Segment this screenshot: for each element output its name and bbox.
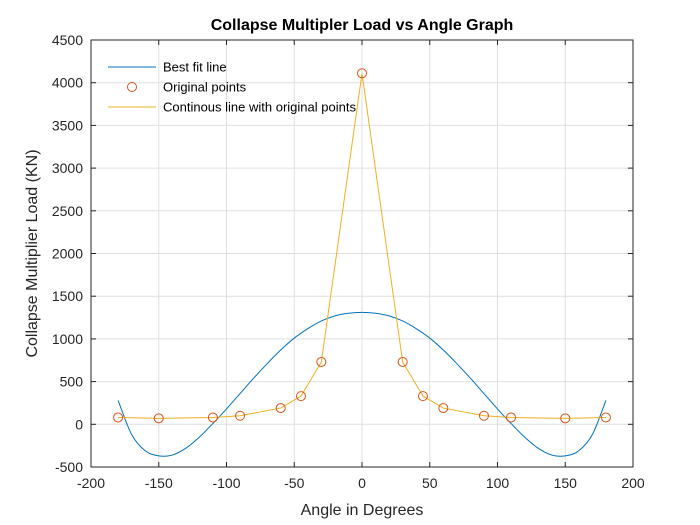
x-tick-label: 50 [422,475,438,491]
x-tick-label: 200 [621,475,645,491]
data-point [397,356,408,367]
ticks: -200 -150 -100 -50 0 50 100 150 200-500050010001… [52,32,645,491]
data-point [478,410,489,421]
y-tick-label: 4000 [52,75,83,91]
legend: Best fit line Original points Continous li… [108,60,356,115]
data-point [235,410,246,421]
y-tick-label: 2000 [52,246,83,262]
series-layer [113,68,611,457]
y-tick-label: 3500 [52,117,83,133]
x-tick-label: 150 [554,475,578,491]
y-tick-label: 0 [75,416,83,432]
data-point [560,413,571,424]
legend-label: Continous line with original points [163,100,356,115]
data-point [275,403,286,414]
data-point [417,391,428,402]
x-tick-label: -50 [284,475,304,491]
x-axis-label: Angle in Degrees [301,502,424,519]
x-tick-label: 100 [486,475,510,491]
data-point [357,68,367,79]
data-point [506,412,517,423]
y-tick-label: 3000 [52,160,83,176]
x-tick-label: -100 [212,475,240,491]
legend-label: Original points [163,80,247,95]
series-line-best-fit [117,311,607,457]
data-point [316,356,327,367]
data-point [113,412,124,423]
legend-swatch-marker [127,82,137,92]
x-tick-label: -200 [77,475,105,491]
chart-title: Collapse Multipler Load vs Angle Graph [211,17,514,34]
data-point [153,413,164,424]
data-point [207,412,218,423]
x-tick-label: 0 [358,475,366,491]
y-tick-label: 4500 [52,32,83,48]
y-tick-label: 500 [60,374,84,390]
y-tick-label: 2500 [52,203,83,219]
y-tick-label: 1500 [52,288,83,304]
legend-label: Best fit line [163,60,227,75]
y-tick-label: -500 [55,459,83,475]
data-point [600,412,611,423]
x-tick-label: -150 [145,475,173,491]
data-point [438,403,449,414]
data-point [296,391,307,402]
grid [91,40,633,467]
series-line-continuous [118,73,606,419]
y-axis-label: Collapse Multiplier Load (KN) [24,149,41,357]
y-tick-label: 1000 [52,331,83,347]
